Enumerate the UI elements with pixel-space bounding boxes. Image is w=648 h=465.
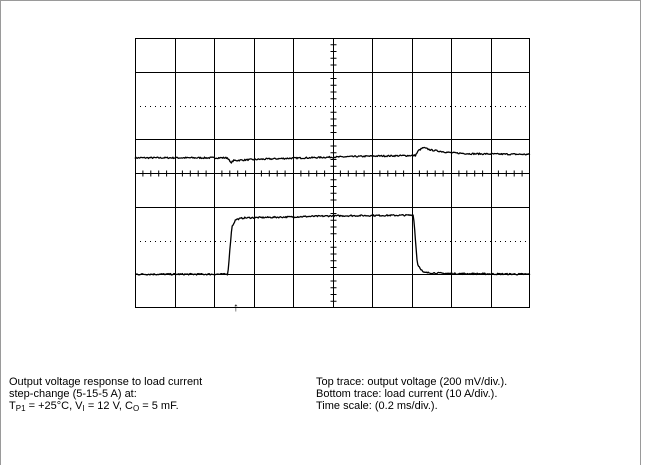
vin-subscript: I <box>82 404 85 413</box>
frame-left-border <box>0 0 1 465</box>
vin-value: = 12 V, C <box>84 400 133 412</box>
trace-top-output-voltage <box>134 146 531 164</box>
cout-value: = 5 mF. <box>139 400 179 412</box>
trigger-marker-arrow: ↑ <box>233 300 239 314</box>
temp-symbol: T <box>9 400 16 412</box>
frame-right-border <box>640 0 641 465</box>
grid <box>135 38 530 308</box>
temp-subscript: P1 <box>15 404 26 413</box>
traces <box>134 146 531 276</box>
caption-trace-legend: Top trace: output voltage (200 mV/div.).… <box>316 376 636 412</box>
trace-bottom-load-current <box>135 213 531 276</box>
cout-subscript: O <box>132 404 140 413</box>
caption-time-scale: Time scale: (0.2 ms/div.). <box>316 400 438 412</box>
center-vertical-ticks <box>330 44 337 302</box>
oscilloscope-plot <box>134 38 531 308</box>
caption-left-line-2: step-change (5-15-5 A) at: <box>9 388 137 400</box>
caption-bottom-trace: Bottom trace: load current (10 A/div.). <box>316 388 498 400</box>
caption-top-trace: Top trace: output voltage (200 mV/div.). <box>316 376 508 388</box>
center-horizontal-ticks <box>142 170 523 177</box>
temp-value: = +25°C, V <box>25 400 83 412</box>
caption-conditions: Output voltage response to load current … <box>9 376 309 413</box>
caption-left-line-3: TP1 = +25°C, VI = 12 V, CO = 5 mF. <box>9 400 309 413</box>
frame-top-border <box>0 0 640 1</box>
caption-left-line-1: Output voltage response to load current <box>9 376 203 388</box>
